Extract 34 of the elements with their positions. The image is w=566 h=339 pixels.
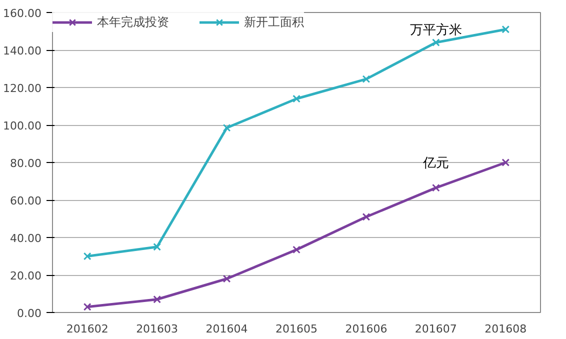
annotation: 亿元 [422, 155, 449, 170]
y-tick-label: 60.00 [10, 194, 42, 208]
point [502, 25, 510, 34]
legend-label: 本年完成投资 [97, 14, 169, 30]
legend-label: 新开工面积 [244, 14, 304, 30]
y-tick-label: 40.00 [10, 232, 42, 245]
point [83, 252, 92, 260]
x-tick-label: 201602 [66, 322, 108, 336]
y-tick-label: 20.00 [10, 270, 42, 282]
y-tick-label: 80.00 [10, 157, 42, 170]
x-tick-label: 201603 [136, 322, 178, 336]
annotation: 万平方米 [410, 22, 462, 37]
y-tick-label: 100.00 [3, 120, 42, 132]
point [292, 94, 300, 103]
y-tick-label: 120.00 [3, 82, 42, 95]
point [222, 124, 231, 132]
y-tick-label: 140.00 [3, 44, 42, 58]
point [362, 75, 370, 83]
x-tick-label: 201604 [206, 322, 248, 336]
point [362, 212, 370, 221]
point [153, 295, 162, 304]
point [153, 242, 162, 251]
x-tick-label: 201605 [276, 322, 318, 336]
point [432, 184, 440, 192]
x-tick-label: 201606 [345, 322, 388, 336]
point [502, 158, 510, 166]
x-tick-label: 201607 [414, 322, 457, 336]
point [432, 38, 440, 46]
y-tick-label: 0.00 [17, 307, 42, 320]
point [83, 302, 92, 311]
point [222, 274, 231, 283]
point [292, 246, 300, 254]
x-tick-label: 201608 [484, 322, 527, 336]
y-tick-label: 160.00 [3, 7, 42, 20]
